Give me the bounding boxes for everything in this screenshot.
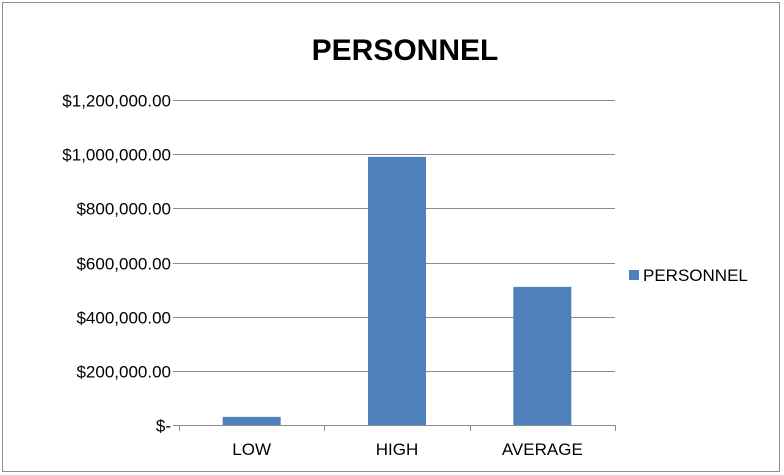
x-category-label: HIGH	[376, 440, 419, 459]
bar-chart: PERSONNEL $- $200,000.00 $400,000.00 $600,0…	[62, 34, 748, 459]
y-tick-label: $800,000.00	[76, 200, 171, 219]
y-tick-label: $1,200,000.00	[62, 92, 171, 111]
y-tick-label: $-	[156, 417, 171, 436]
y-tick-label: $200,000.00	[76, 363, 171, 382]
x-axis	[179, 425, 616, 431]
y-axis-tick-labels: $- $200,000.00 $400,000.00 $600,000.00 $800,…	[62, 92, 171, 436]
legend: PERSONNEL	[629, 266, 748, 285]
y-tick-label: $1,000,000.00	[62, 146, 171, 165]
chart-title: PERSONNEL	[312, 34, 499, 67]
bar-average	[513, 286, 572, 425]
y-tick-label: $600,000.00	[76, 255, 171, 274]
x-axis-category-labels: LOW HIGH AVERAGE	[232, 440, 583, 459]
bar-high	[368, 156, 426, 425]
x-category-label: LOW	[232, 440, 271, 459]
legend-label-personnel: PERSONNEL	[643, 266, 748, 285]
y-tick-label: $400,000.00	[76, 309, 171, 328]
bar-low	[222, 416, 281, 425]
bars	[222, 156, 572, 425]
legend-swatch-personnel	[629, 270, 639, 280]
x-category-label: AVERAGE	[502, 440, 583, 459]
